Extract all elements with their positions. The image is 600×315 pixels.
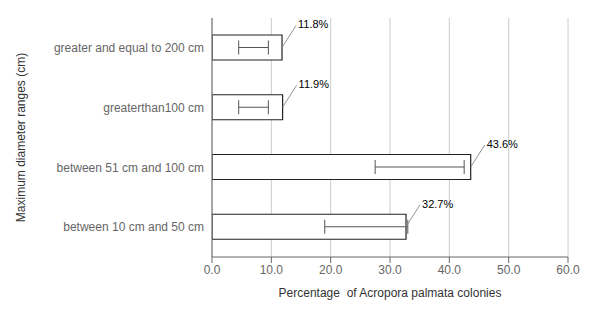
svg-text:10.0: 10.0 bbox=[260, 263, 284, 277]
svg-text:greaterthan100 cm: greaterthan100 cm bbox=[103, 101, 204, 115]
svg-text:between 10 cm and 50 cm: between 10 cm and 50 cm bbox=[63, 220, 204, 234]
svg-text:11.9%: 11.9% bbox=[299, 78, 330, 90]
svg-text:11.8%: 11.8% bbox=[298, 18, 329, 30]
svg-text:43.6%: 43.6% bbox=[487, 138, 518, 150]
svg-text:Percentage of Acropora palmat: Percentage of Acropora palmata colonies bbox=[279, 286, 502, 300]
svg-text:20.0: 20.0 bbox=[319, 263, 343, 277]
svg-text:Maximum diameter ranges (cm): Maximum diameter ranges (cm) bbox=[14, 53, 28, 222]
svg-text:greater and equal to 200 cm: greater and equal to 200 cm bbox=[54, 41, 204, 55]
svg-text:30.0: 30.0 bbox=[378, 263, 402, 277]
svg-text:between 51 cm and 100 cm: between 51 cm and 100 cm bbox=[57, 161, 204, 175]
svg-text:50.0: 50.0 bbox=[497, 263, 521, 277]
svg-text:0.0: 0.0 bbox=[204, 263, 221, 277]
svg-text:40.0: 40.0 bbox=[438, 263, 462, 277]
svg-text:32.7%: 32.7% bbox=[422, 198, 453, 210]
svg-text:60.0: 60.0 bbox=[556, 263, 580, 277]
